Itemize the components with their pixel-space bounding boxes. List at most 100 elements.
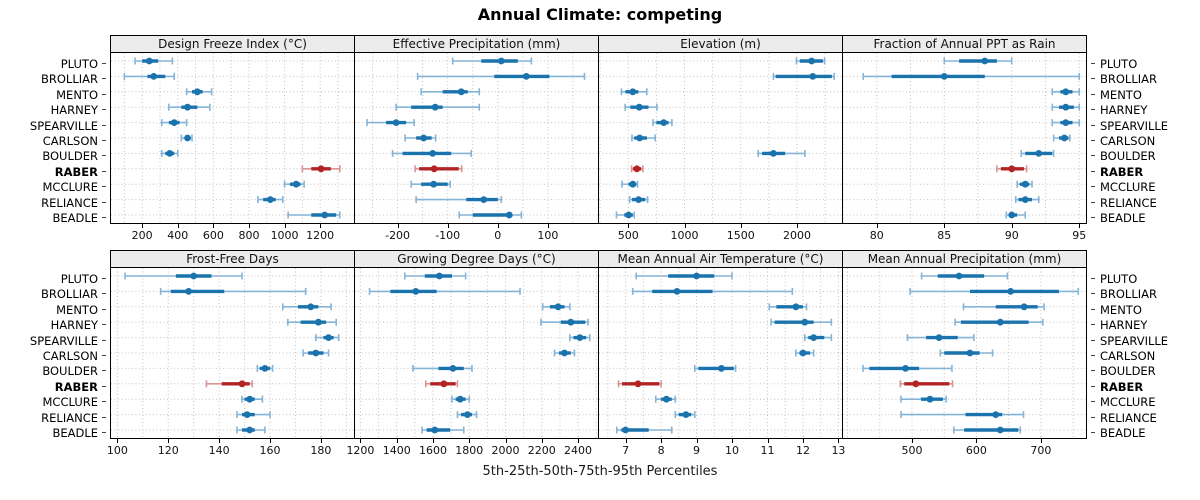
- row-tick: [1091, 385, 1095, 387]
- panel-plot-area: [598, 53, 843, 224]
- percentile-row: [168, 103, 211, 111]
- x-tick-mark: [541, 439, 543, 443]
- row-tick: [1091, 201, 1095, 203]
- x-tick-label: 1200: [306, 229, 335, 242]
- row-tick: [1091, 78, 1095, 80]
- percentile-row: [281, 303, 332, 311]
- percentile-row: [287, 211, 341, 219]
- row-tick: [102, 140, 106, 141]
- x-tick-label: 7: [622, 444, 630, 457]
- percentile-row: [287, 318, 337, 326]
- percentile-row: [456, 411, 478, 419]
- percentile-row: [953, 426, 1022, 434]
- row-tick: [102, 170, 106, 172]
- median-dot: [799, 349, 807, 357]
- x-tick-mark: [284, 224, 286, 228]
- median-dot: [622, 426, 630, 434]
- median-dot: [940, 73, 948, 80]
- site-label-boulder: BOULDER: [42, 149, 98, 164]
- x-tick-mark: [578, 439, 580, 443]
- percentile-row: [620, 88, 648, 96]
- x-tick-mark: [168, 439, 170, 443]
- x-tick-label: 400: [167, 229, 189, 242]
- x-tick-label: 1200: [346, 444, 375, 457]
- x-tick-mark: [767, 439, 769, 443]
- x-tick-label: 1600: [418, 444, 447, 457]
- percentile-row: [160, 149, 179, 157]
- site-label-harney: HARNEY: [50, 318, 98, 333]
- median-dot: [966, 349, 974, 357]
- site-label-mento: MENTO: [56, 302, 98, 317]
- panel-strip-title: Design Freeze Index (°C): [110, 35, 355, 53]
- x-tick-label: 1000: [670, 229, 699, 242]
- percentile-row: [256, 364, 274, 372]
- median-dot: [629, 180, 637, 188]
- median-dot: [634, 380, 642, 388]
- panel-x-axis: 80 85 90 95: [842, 224, 1087, 245]
- percentile-row: [652, 119, 673, 127]
- site-label-brolliar: BROLLIAR: [1100, 287, 1157, 302]
- median-dot: [625, 211, 632, 219]
- percentile-row: [553, 349, 576, 357]
- median-dot: [554, 303, 562, 311]
- percentile-row: [415, 196, 503, 204]
- median-dot: [663, 395, 670, 403]
- percentile-row: [630, 165, 644, 173]
- x-tick-label: 800: [238, 229, 260, 242]
- median-dot: [435, 272, 443, 280]
- median-dot: [902, 365, 909, 372]
- panel-strip-title: Growing Degree Days (°C): [354, 250, 599, 268]
- percentile-row: [1015, 196, 1040, 204]
- median-dot: [1062, 103, 1070, 111]
- percentile-row: [862, 364, 953, 372]
- percentile-row: [996, 165, 1028, 173]
- site-label-harney: HARNEY: [1100, 318, 1148, 333]
- row-tick: [1091, 93, 1095, 95]
- row-tick: [102, 63, 106, 64]
- x-tick-mark: [497, 224, 499, 228]
- percentile-row: [674, 411, 696, 419]
- x-tick-mark: [911, 439, 913, 443]
- percentile-row: [906, 334, 975, 342]
- panel-plot-area: [110, 53, 355, 224]
- percentile-row: [628, 196, 649, 204]
- panel-band-bottom: PLUTO BROLLIAR MENTO HARNEY SPEARVILLE CARLSO…: [0, 250, 1200, 465]
- row-tick: [102, 201, 106, 203]
- panel-x-axis: 1200 1400 1600 1800 2000 2200 2400: [346, 439, 599, 460]
- site-label-pluto: PLUTO: [1100, 57, 1138, 71]
- median-dot: [420, 134, 428, 142]
- median-dot: [673, 288, 681, 295]
- x-tick-label: 2400: [564, 444, 593, 457]
- median-dot: [1007, 288, 1014, 295]
- x-tick-label: 2000: [783, 229, 811, 242]
- row-tick: [102, 324, 106, 326]
- panel-band-top: PLUTO BROLLIAR MENTO HARNEY SPEARVILLE CARLSO…: [0, 35, 1200, 250]
- median-dot: [1021, 196, 1029, 204]
- median-dot: [246, 426, 254, 434]
- x-tick-label: 200: [131, 229, 153, 242]
- median-dot: [261, 365, 269, 372]
- row-tick: [1091, 293, 1095, 295]
- median-dot: [996, 426, 1004, 434]
- median-dot: [935, 334, 943, 341]
- x-tick-mark: [625, 439, 627, 443]
- x-tick-mark: [797, 224, 798, 228]
- site-label-boulder: BOULDER: [1100, 149, 1156, 164]
- median-dot: [170, 119, 178, 126]
- row-tick: [1091, 155, 1095, 157]
- site-label-mento: MENTO: [56, 87, 98, 102]
- x-tick-mark: [684, 224, 686, 228]
- percentile-row: [1051, 119, 1081, 127]
- panel-plot-area: [110, 268, 355, 439]
- median-dot: [682, 411, 690, 418]
- x-tick-mark: [360, 439, 362, 443]
- percentile-row: [954, 318, 1044, 326]
- percentile-row: [1005, 211, 1027, 219]
- percentile-row: [368, 287, 521, 295]
- x-tick-mark: [320, 439, 322, 443]
- panel-x-axis: 100 120 140 160 180: [107, 439, 355, 460]
- x-tick-label: -100: [435, 229, 461, 242]
- percentile-row: [458, 211, 523, 219]
- percentile-row: [693, 364, 737, 372]
- percentile-row: [1020, 149, 1055, 157]
